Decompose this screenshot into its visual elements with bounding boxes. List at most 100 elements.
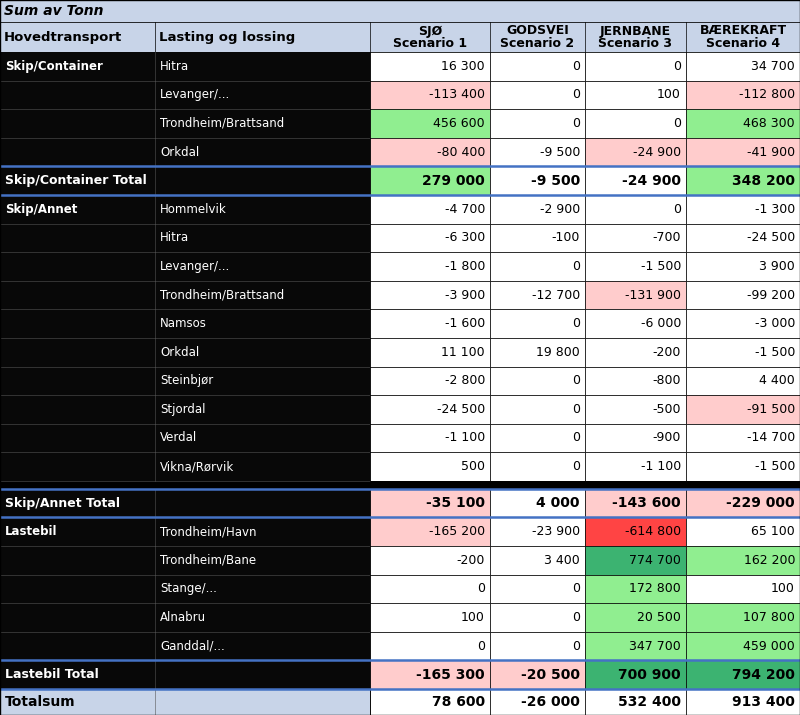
Bar [686,546,800,575]
Text: 3 900: 3 900 [759,260,795,273]
Text: -3 900: -3 900 [445,289,485,302]
Text: Stange/...: Stange/... [160,583,217,596]
Text: 0: 0 [673,60,681,73]
Text: 0: 0 [572,583,580,596]
Text: Alnabru: Alnabru [160,611,206,624]
Text: 100: 100 [461,611,485,624]
Text: -24 500: -24 500 [746,232,795,245]
Text: 0: 0 [572,89,580,102]
Bar [490,453,585,481]
Text: -26 000: -26 000 [521,695,580,709]
Text: 16 300: 16 300 [442,60,485,73]
Bar [585,195,686,224]
Bar [0,518,370,546]
Bar [585,453,686,481]
Text: -2 900: -2 900 [540,203,580,216]
Bar [370,109,490,138]
Bar [686,52,800,81]
Bar [585,224,686,252]
Bar [0,575,370,603]
Bar [490,395,585,424]
Text: 172 800: 172 800 [630,583,681,596]
Bar [370,603,490,632]
Bar [370,395,490,424]
Bar [0,252,370,281]
Text: 0: 0 [673,203,681,216]
Bar [370,661,490,689]
Text: -4 700: -4 700 [445,203,485,216]
Text: -12 700: -12 700 [532,289,580,302]
Bar [0,52,370,81]
Bar [370,81,490,109]
Text: 0: 0 [572,117,580,130]
Text: -99 200: -99 200 [747,289,795,302]
Text: 11 100: 11 100 [442,346,485,359]
Bar [686,310,800,338]
Bar [490,195,585,224]
Text: Skip/Container Total: Skip/Container Total [5,174,146,187]
Text: -23 900: -23 900 [532,526,580,538]
Bar [0,195,370,224]
Bar [0,0,800,22]
Text: 279 000: 279 000 [422,174,485,187]
Text: 0: 0 [477,640,485,653]
Bar [585,52,686,81]
Bar [686,167,800,195]
Text: Scenario 1: Scenario 1 [393,37,467,50]
Text: 0: 0 [572,260,580,273]
Text: -6 000: -6 000 [641,317,681,330]
Text: -500: -500 [653,403,681,416]
Bar [0,395,370,424]
Bar [370,224,490,252]
Text: -1 300: -1 300 [754,203,795,216]
Text: 348 200: 348 200 [732,174,795,187]
Bar [686,453,800,481]
Text: Lastebil Total: Lastebil Total [5,669,98,681]
Text: Lasting og lossing: Lasting og lossing [159,31,295,44]
Text: -9 500: -9 500 [540,146,580,159]
Bar [0,167,370,195]
Text: -2 800: -2 800 [445,374,485,388]
Text: 794 200: 794 200 [732,668,795,681]
Bar [490,603,585,632]
Text: Hitra: Hitra [160,60,189,73]
Bar [490,167,585,195]
Bar [585,395,686,424]
Text: 0: 0 [572,317,580,330]
Bar [686,518,800,546]
Text: -24 500: -24 500 [437,403,485,416]
Bar [370,632,490,661]
Text: 3 400: 3 400 [544,554,580,567]
Text: 0: 0 [572,431,580,445]
Text: -165 300: -165 300 [416,668,485,681]
Bar [585,424,686,453]
Text: -112 800: -112 800 [739,89,795,102]
Text: Orkdal: Orkdal [160,346,199,359]
Bar [585,546,686,575]
Text: 913 400: 913 400 [732,695,795,709]
Text: 500: 500 [461,460,485,473]
Bar [686,138,800,167]
Text: Skip/Annet Total: Skip/Annet Total [5,497,120,510]
Bar [686,575,800,603]
Bar [370,689,490,715]
Text: 700 900: 700 900 [618,668,681,681]
Text: Trondheim/Brattsand: Trondheim/Brattsand [160,289,284,302]
Bar [686,224,800,252]
Bar [585,338,686,367]
Bar [370,424,490,453]
Bar [585,367,686,395]
Text: Steinbjør: Steinbjør [160,374,214,388]
Text: 774 700: 774 700 [629,554,681,567]
Text: Skip/Container: Skip/Container [5,60,103,73]
Text: Sum av Tonn: Sum av Tonn [4,4,103,18]
Bar [0,689,370,715]
Text: JERNBANE: JERNBANE [600,24,671,37]
Text: -700: -700 [653,232,681,245]
Text: 107 800: 107 800 [743,611,795,624]
Text: -24 900: -24 900 [633,146,681,159]
Text: Namsos: Namsos [160,317,207,330]
Bar [585,661,686,689]
Text: -800: -800 [653,374,681,388]
Bar [0,546,370,575]
